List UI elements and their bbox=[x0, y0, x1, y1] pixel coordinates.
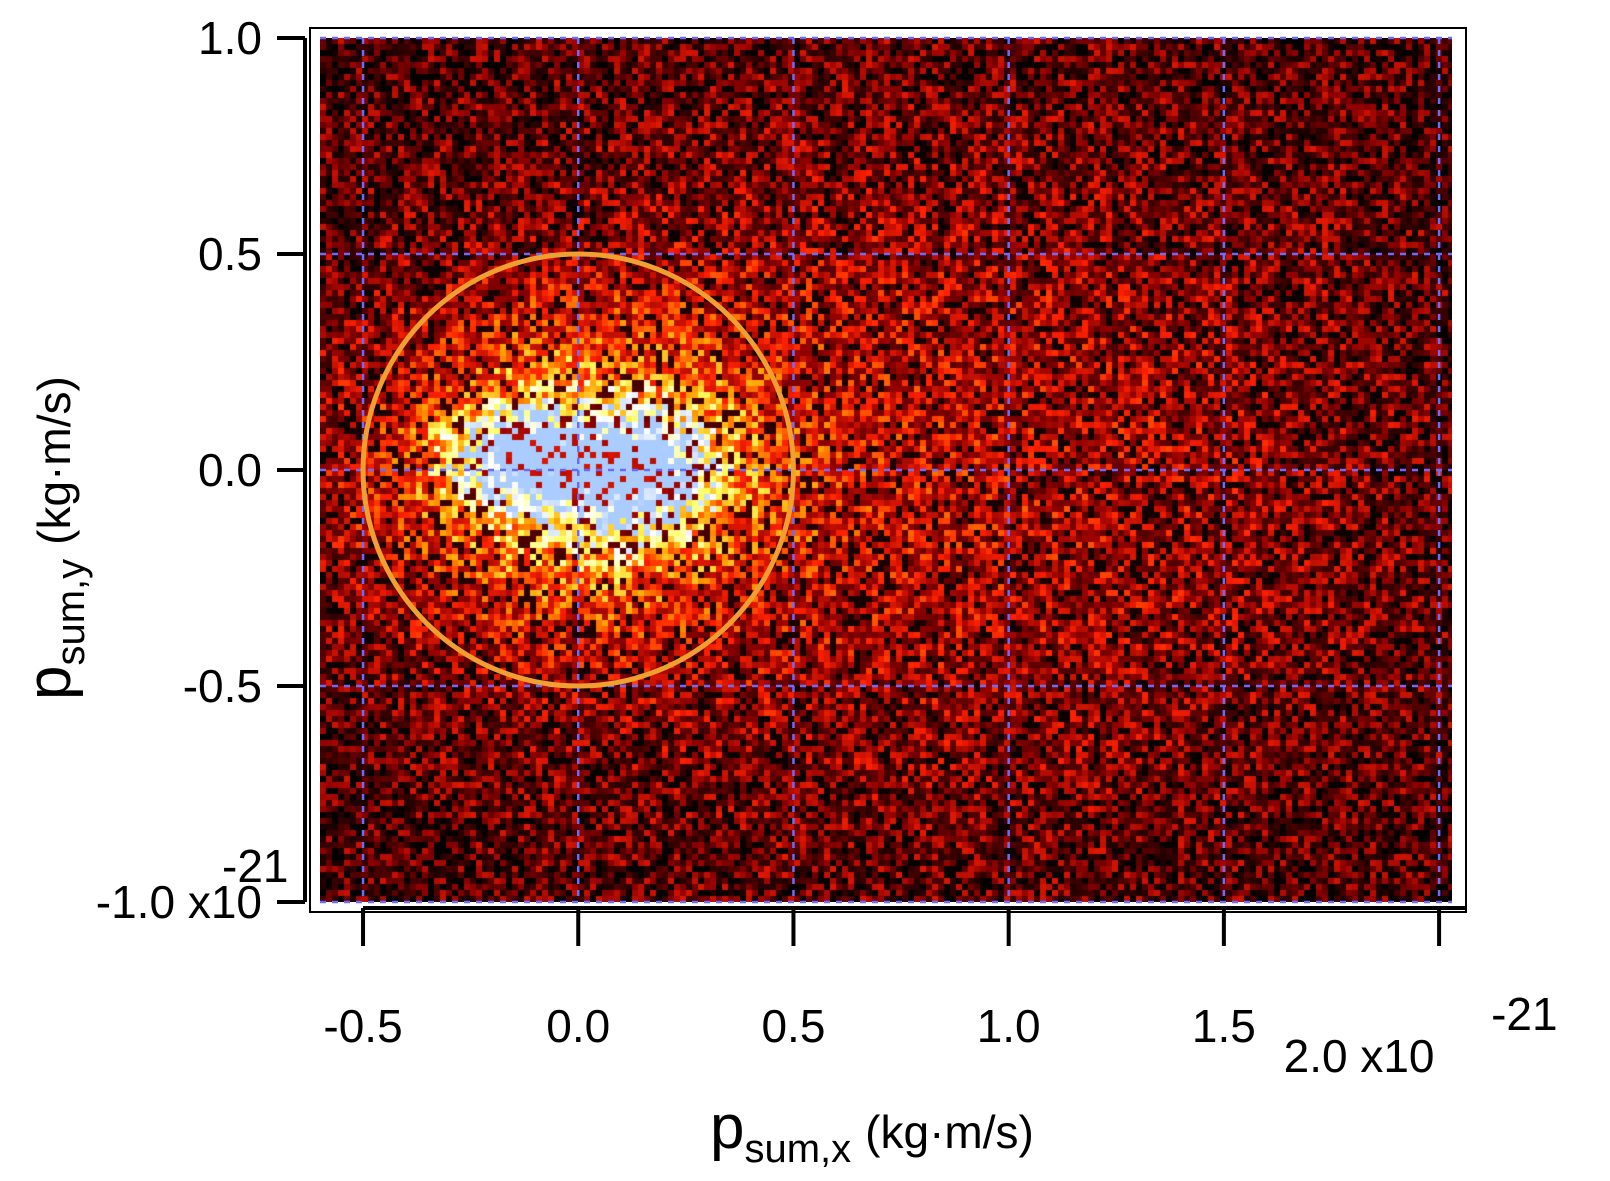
x-axis-label-unit: (kg·m/s) bbox=[865, 1106, 1034, 1158]
y-tick-label-3: -0.5 bbox=[183, 660, 262, 712]
plot-border bbox=[309, 27, 1467, 913]
x-tick-label-0: -0.5 bbox=[323, 1000, 402, 1052]
plot-area bbox=[309, 27, 1467, 913]
x-tick-label-5: 2.0 x10 bbox=[1284, 1030, 1435, 1082]
x-axis-label-main: p bbox=[710, 1093, 744, 1162]
x-tick-label-2: 0.5 bbox=[761, 1000, 825, 1052]
x-axis-label: psum,x (kg·m/s) bbox=[710, 1093, 1034, 1171]
x-tick-label-3: 1.0 bbox=[977, 1000, 1041, 1052]
y-tick-label-0: 1.0 bbox=[198, 12, 262, 64]
y-axis-label-sub: sum,y bbox=[49, 559, 93, 666]
y-tick-label-1: 0.5 bbox=[198, 228, 262, 280]
x-scale-exponent: -21 bbox=[1491, 988, 1557, 1040]
x-tick-label-1: 0.0 bbox=[546, 1000, 610, 1052]
y-axis-label-main: p bbox=[15, 666, 84, 700]
y-tick-label-2: 0.0 bbox=[198, 444, 262, 496]
y-axis-label: psum,y (kg·m/s) bbox=[15, 376, 93, 700]
annotation-circle-0 bbox=[360, 251, 796, 689]
y-scale-exponent: -21 bbox=[222, 840, 288, 892]
y-tick-label-4: -1.0 x10 bbox=[96, 876, 262, 928]
x-tick-label-4: 1.5 bbox=[1192, 1000, 1256, 1052]
y-axis-label-unit: (kg·m/s) bbox=[28, 376, 80, 545]
x-axis-label-sub: sum,x bbox=[744, 1127, 851, 1171]
axes: 1.00.50.0-0.5-1.0 x10-21-0.5 0.0 0.5 1.0 1.5… bbox=[96, 12, 1558, 1082]
